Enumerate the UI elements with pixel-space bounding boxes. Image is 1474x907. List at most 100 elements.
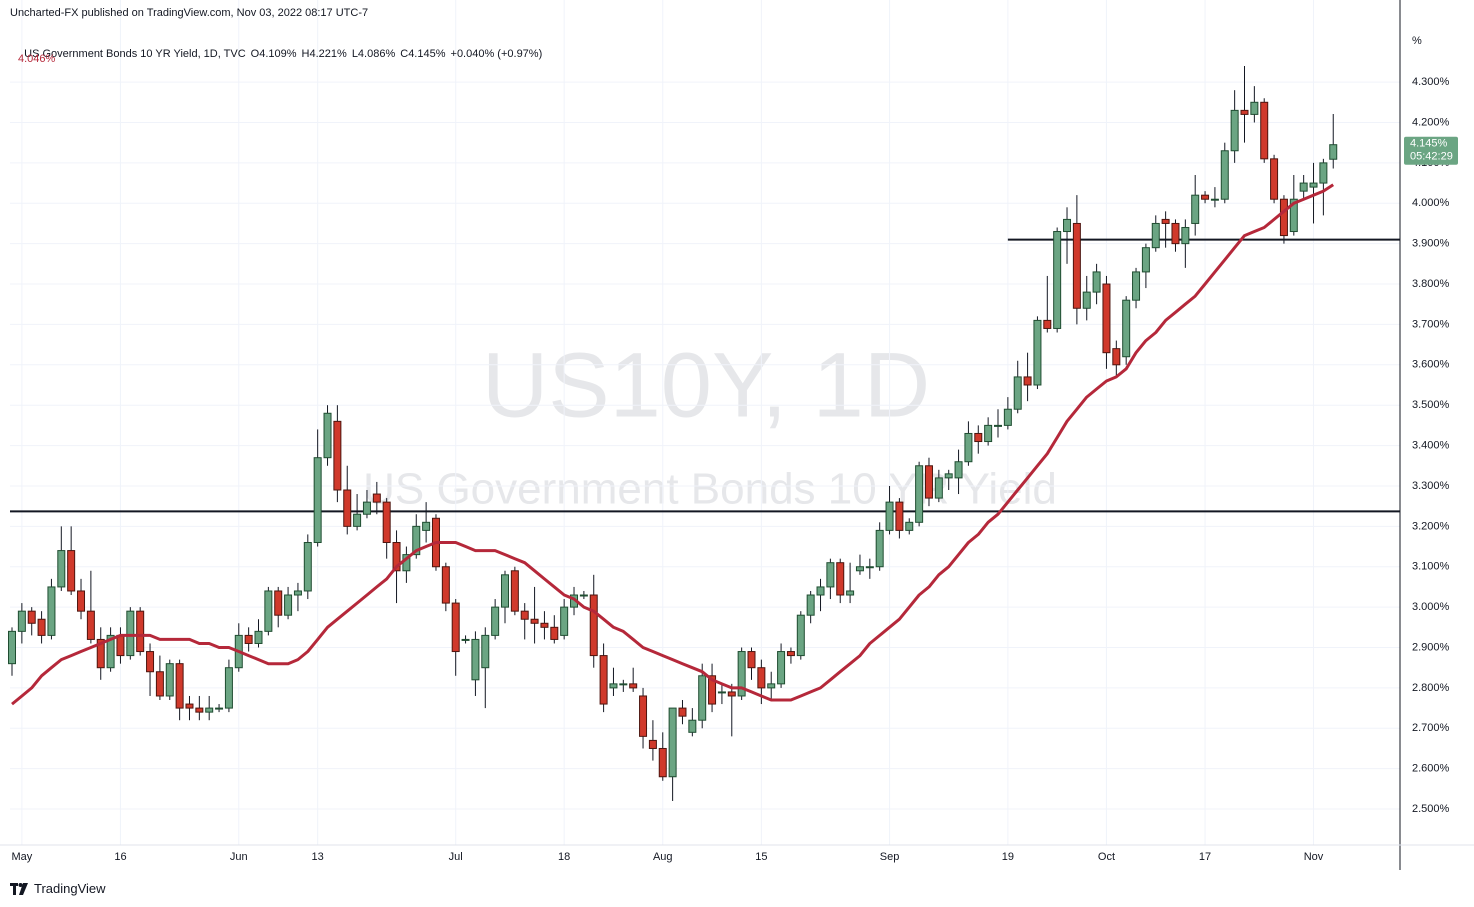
candle-body xyxy=(846,590,855,596)
candle-body xyxy=(688,719,697,733)
candle-body xyxy=(1003,408,1012,426)
candle-body xyxy=(1023,376,1032,386)
candle-body xyxy=(1102,283,1111,354)
x-tick-label: Sep xyxy=(880,851,900,863)
candle-body xyxy=(1112,348,1121,366)
candle-body xyxy=(1289,198,1298,233)
candle-body xyxy=(8,630,16,665)
x-tick-label: Nov xyxy=(1304,851,1324,863)
candle-body xyxy=(1151,222,1160,249)
candle-body xyxy=(372,493,381,503)
ohlc-high: H4.221% xyxy=(301,48,347,60)
x-tick-label: Aug xyxy=(653,851,673,863)
candle-body xyxy=(629,683,638,689)
y-tick-label: 2.600% xyxy=(1412,763,1450,775)
candle-body xyxy=(550,626,559,640)
y-tick-label: 3.900% xyxy=(1412,238,1450,250)
candle-body xyxy=(717,691,726,694)
candle-body xyxy=(116,634,125,657)
ohlc-low: L4.086% xyxy=(351,48,396,60)
x-tick-label: 13 xyxy=(312,851,324,863)
brand: TradingView xyxy=(34,881,106,896)
candle-body xyxy=(1141,247,1150,273)
candle-body xyxy=(806,594,815,616)
candle-body xyxy=(165,663,174,697)
candle-body xyxy=(1033,319,1042,386)
candle-body xyxy=(1250,101,1259,115)
candle-body xyxy=(57,550,66,588)
candle-body xyxy=(313,457,322,544)
candle-body xyxy=(609,683,618,689)
candle-body xyxy=(303,542,312,592)
x-tick-label: May xyxy=(11,851,32,863)
candle-body xyxy=(1181,226,1190,245)
x-tick-label: 16 xyxy=(114,851,126,863)
candle-body xyxy=(924,465,933,499)
candle-body xyxy=(510,570,519,612)
candle-body xyxy=(392,542,401,572)
candle-body xyxy=(274,590,283,616)
candle-body xyxy=(1053,231,1062,329)
y-tick-label: 3.200% xyxy=(1412,520,1450,532)
candle-body xyxy=(1270,158,1279,200)
ohlc-open: O4.109% xyxy=(250,48,297,60)
candle-body xyxy=(136,610,145,653)
candle-body xyxy=(353,513,362,527)
y-tick-label: 3.500% xyxy=(1412,399,1450,411)
y-tick-label: 4.200% xyxy=(1412,116,1450,128)
symbol-title: US Government Bonds 10 YR Yield, 1D, TVC xyxy=(24,48,246,60)
candle-body xyxy=(826,562,835,588)
candle-body xyxy=(215,707,224,710)
candle-body xyxy=(1082,291,1091,309)
candle-body xyxy=(579,594,588,597)
y-tick-label: 2.500% xyxy=(1412,803,1450,815)
y-tick-label: 2.800% xyxy=(1412,682,1450,694)
candle-body xyxy=(994,424,1002,427)
candle-body xyxy=(1240,109,1249,115)
candle-body xyxy=(540,622,549,628)
candle-body xyxy=(264,590,273,632)
candle-body xyxy=(757,667,766,689)
candle-body xyxy=(708,675,717,705)
candle-body xyxy=(343,489,352,527)
y-tick-label: 3.600% xyxy=(1412,359,1450,371)
candle-body xyxy=(27,610,36,624)
candle-body xyxy=(905,521,914,531)
candle-body xyxy=(96,638,105,669)
ohlc-change: +0.040% (+0.97%) xyxy=(450,48,543,60)
candle-body xyxy=(974,432,983,443)
y-tick-label: 3.000% xyxy=(1412,601,1450,613)
candle-body xyxy=(530,618,539,624)
candle-body xyxy=(323,412,332,459)
candle-body xyxy=(1220,150,1229,200)
candle-body xyxy=(1122,299,1131,358)
candle-body xyxy=(589,594,598,657)
candle-body xyxy=(501,574,509,608)
candle-body xyxy=(175,663,184,709)
candle-body xyxy=(639,695,648,737)
candle-body xyxy=(984,424,993,443)
legend-line: US Government Bonds 10 YR Yield, 1D, TVC… xyxy=(18,36,547,60)
x-tick-label: Oct xyxy=(1098,851,1115,863)
candle-body xyxy=(1063,218,1072,233)
candle-body xyxy=(195,707,204,713)
candle-body xyxy=(1072,222,1081,309)
candle-body xyxy=(1210,198,1219,201)
price-tag xyxy=(1404,136,1458,165)
candle-body xyxy=(461,638,470,641)
candle-body xyxy=(412,525,421,556)
candle-body xyxy=(865,566,874,569)
candle-body xyxy=(1319,162,1328,184)
candle-body xyxy=(885,501,894,531)
candle-body xyxy=(1299,182,1308,192)
x-tick-label: Jun xyxy=(230,851,248,863)
candle-body xyxy=(520,610,529,620)
candle-body xyxy=(205,707,214,713)
candle-body xyxy=(1329,144,1338,160)
candle-body xyxy=(1260,101,1269,160)
candle-body xyxy=(678,707,687,717)
candle-body xyxy=(284,594,293,616)
candle-body xyxy=(185,703,194,709)
y-tick-label: 3.400% xyxy=(1412,439,1450,451)
